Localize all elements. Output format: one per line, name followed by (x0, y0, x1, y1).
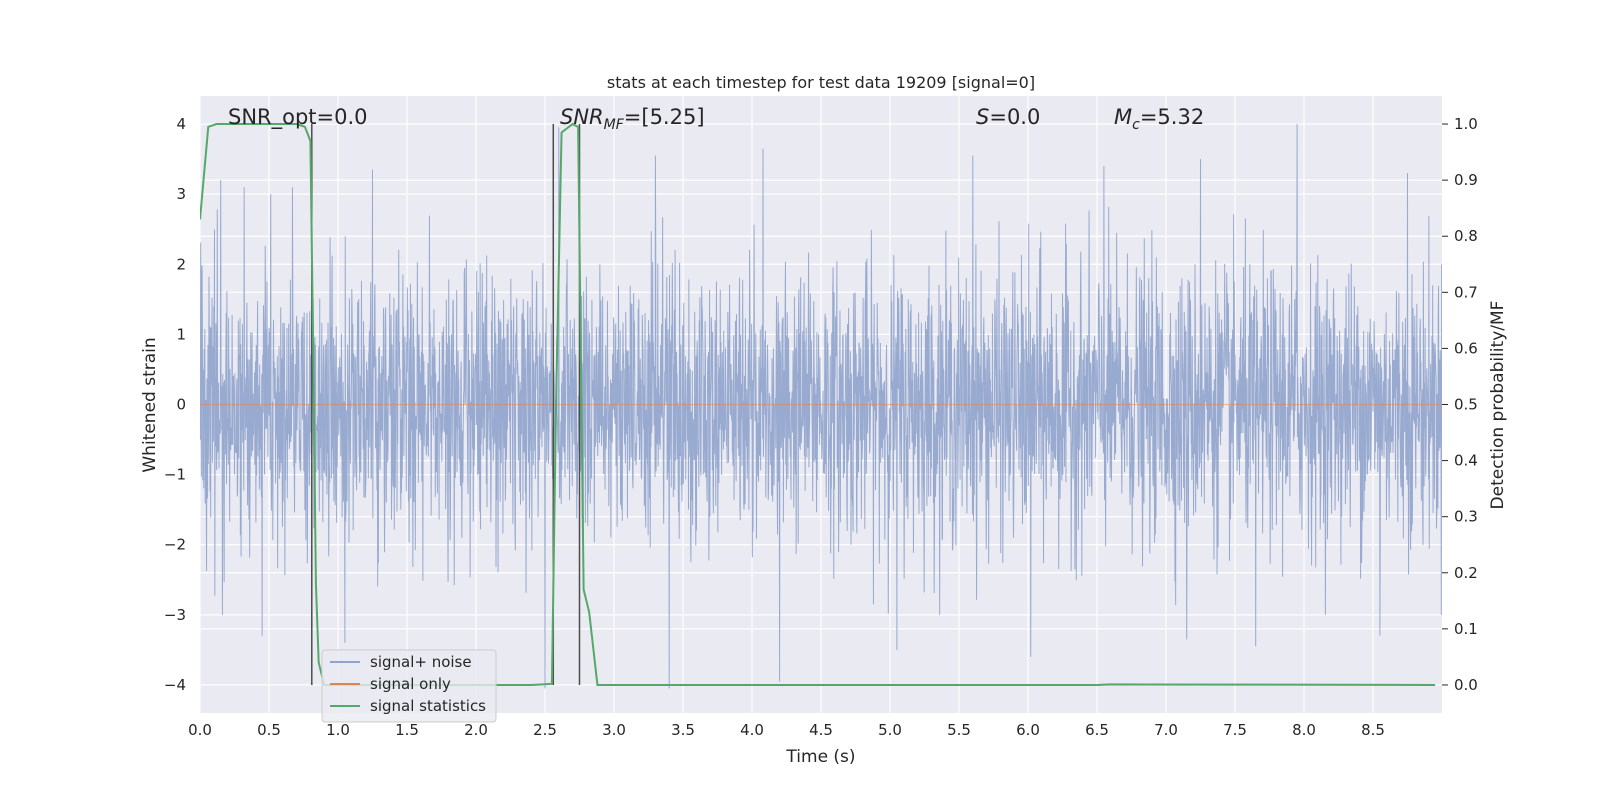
x-tick-label: 6.0 (1016, 721, 1040, 739)
annotation-mc-sub: c (1132, 117, 1140, 133)
y-tick-label: 0 (176, 396, 186, 414)
x-tick-label: 2.5 (533, 721, 557, 739)
y-tick-label: 1 (176, 325, 186, 343)
x-tick-label: 3.5 (671, 721, 695, 739)
x-tick-label: 3.0 (602, 721, 626, 739)
legend-label-signal-noise: signal+ noise (370, 653, 472, 671)
annotation-snr-mf-value: =[5.25] (624, 105, 705, 129)
annotation-snr-mf: SNRMF=[5.25] (560, 105, 705, 133)
x-tick-label: 8.0 (1292, 721, 1316, 739)
annotation-s-value: =0.0 (989, 105, 1040, 129)
annotation-mc: Mc=5.32 (1114, 105, 1204, 133)
signal-noise-line (200, 124, 1442, 689)
x-axis-label: Time (s) (785, 747, 855, 767)
annotation-mc-value: =5.32 (1140, 105, 1204, 129)
y2-tick-label: 1.0 (1454, 115, 1478, 133)
y2-tick-label: 0.5 (1454, 396, 1478, 414)
x-tick-label: 5.0 (878, 721, 902, 739)
y2-tick-label: 0.4 (1454, 452, 1478, 470)
y-tick-label: −2 (164, 536, 186, 554)
legend-label-signal-statistics: signal statistics (370, 697, 486, 715)
x-tick-label: 4.0 (740, 721, 764, 739)
x-tick-label: 6.5 (1085, 721, 1109, 739)
x-tick-label: 5.5 (947, 721, 971, 739)
y2-tick-label: 0.6 (1454, 339, 1478, 357)
y2-tick-label: 0.9 (1454, 171, 1478, 189)
x-tick-label: 7.5 (1223, 721, 1247, 739)
y2-tick-label: 0.8 (1454, 227, 1478, 245)
y-tick-label: 4 (176, 115, 186, 133)
chart-title: stats at each timestep for test data 192… (607, 73, 1035, 92)
legend-label-signal-only: signal only (370, 675, 451, 693)
annotation-snr-opt: SNR_opt=0.0 (228, 105, 368, 130)
x-tick-label: 0.5 (257, 721, 281, 739)
annotation-s: S=0.0 (976, 105, 1040, 129)
noise-series (200, 124, 1442, 689)
x-tick-label: 4.5 (809, 721, 833, 739)
x-tick-label: 8.5 (1361, 721, 1385, 739)
x-tick-label: 1.5 (395, 721, 419, 739)
y-axis-label: Whitened strain (140, 337, 160, 472)
x-tick-label: 2.0 (464, 721, 488, 739)
legend: signal+ noise signal only signal statist… (321, 649, 497, 723)
y2-tick-label: 0.1 (1454, 620, 1478, 638)
ticks: 0.0 0.5 1.0 1.5 2.0 2.5 3.0 3.5 4.0 4.5 5.0 5.5 6.0 6… (164, 115, 1478, 739)
x-tick-label: 1.0 (326, 721, 350, 739)
x-tick-label: 7.0 (1154, 721, 1178, 739)
annotation-snr-mf-sub: MF (604, 117, 625, 133)
y-tick-label: −1 (164, 466, 186, 484)
y2-tick-label: 0.3 (1454, 508, 1478, 526)
y2-tick-label: 0.2 (1454, 564, 1478, 582)
y-tick-label: −4 (164, 676, 186, 694)
y-tick-label: 2 (176, 255, 186, 273)
y2-tick-label: 0.0 (1454, 676, 1478, 694)
annotation-snr-mf-main: SNR (560, 105, 604, 129)
legend-box (321, 649, 497, 723)
y2-tick-label: 0.7 (1454, 283, 1478, 301)
x-tick-label: 0.0 (188, 721, 212, 739)
y-tick-label: 3 (176, 185, 186, 203)
y2-axis-label: Detection probability/MF (1488, 301, 1508, 510)
annotation-mc-main: M (1114, 105, 1132, 129)
annotation-s-main: S (976, 105, 989, 129)
y-tick-label: −3 (164, 606, 186, 624)
